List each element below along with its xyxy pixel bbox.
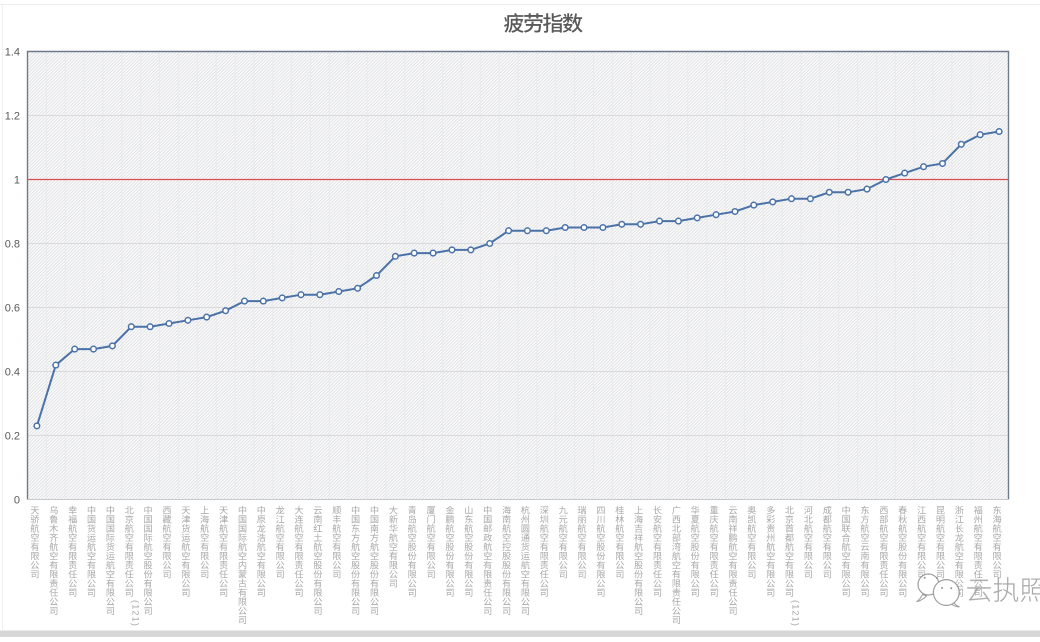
svg-text:(121): (121) bbox=[791, 600, 801, 627]
svg-text:1.4: 1.4 bbox=[5, 46, 20, 58]
svg-text:(121): (121) bbox=[131, 600, 141, 627]
svg-text:0.6: 0.6 bbox=[5, 302, 20, 314]
svg-text:0.8: 0.8 bbox=[5, 238, 20, 250]
svg-text:1: 1 bbox=[14, 174, 20, 186]
svg-text:0.4: 0.4 bbox=[5, 366, 20, 378]
svg-text:0.2: 0.2 bbox=[5, 430, 20, 442]
svg-text:1.2: 1.2 bbox=[5, 110, 20, 122]
svg-text:0: 0 bbox=[14, 494, 20, 506]
